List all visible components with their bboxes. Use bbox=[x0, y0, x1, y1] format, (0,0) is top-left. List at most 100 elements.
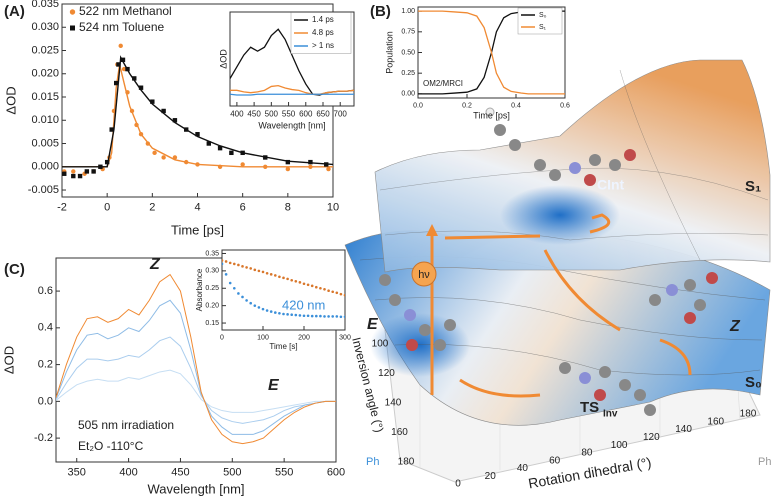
rotation-tick-label: 180 bbox=[740, 409, 757, 420]
point bbox=[323, 288, 326, 291]
x-axis-label: Wavelength [nm] bbox=[258, 120, 325, 130]
y-tick-label: 0.015 bbox=[31, 91, 59, 103]
x-tick-label: 600 bbox=[299, 110, 313, 119]
point bbox=[145, 141, 151, 146]
point bbox=[302, 282, 306, 286]
plot-area bbox=[221, 249, 346, 331]
point bbox=[282, 276, 285, 280]
y-tick-label: 0.020 bbox=[31, 68, 59, 80]
point bbox=[335, 315, 339, 318]
annotation: 505 nm irradiation bbox=[78, 418, 174, 432]
y-axis-label: Population bbox=[384, 31, 394, 74]
x-tick-label: 0.0 bbox=[413, 102, 423, 109]
point bbox=[319, 286, 322, 290]
point bbox=[237, 292, 240, 295]
point bbox=[263, 164, 268, 169]
molecule bbox=[649, 272, 718, 324]
y-tick-label: 0.000 bbox=[31, 161, 59, 173]
point bbox=[306, 283, 310, 287]
panel-label: (B) bbox=[370, 3, 391, 20]
point bbox=[249, 301, 252, 305]
legend-swatch bbox=[69, 9, 76, 15]
point bbox=[228, 281, 232, 285]
inversion-tick-label: 120 bbox=[378, 368, 395, 379]
point bbox=[109, 127, 114, 132]
point bbox=[125, 66, 130, 72]
plot-data bbox=[230, 28, 354, 96]
point bbox=[339, 315, 343, 319]
point bbox=[138, 132, 144, 137]
point bbox=[323, 315, 326, 318]
legend-label: 522 nm Methanol bbox=[79, 4, 172, 18]
plot-data bbox=[62, 43, 333, 179]
ph-label: Ph bbox=[758, 456, 771, 468]
point bbox=[62, 171, 67, 176]
point bbox=[278, 275, 281, 279]
point bbox=[240, 162, 245, 167]
legend-label: 4.8 ps bbox=[312, 28, 334, 37]
point bbox=[134, 122, 139, 128]
x-tick-label: 350 bbox=[68, 467, 86, 479]
point bbox=[224, 260, 228, 263]
annotation: E bbox=[268, 377, 280, 394]
point bbox=[184, 159, 189, 165]
x-tick-label: 0 bbox=[220, 334, 224, 341]
point bbox=[233, 286, 236, 290]
y-tick-label: 0.25 bbox=[205, 285, 219, 292]
legend-label: S₁ bbox=[539, 24, 547, 31]
chart: 0 100 200 300 0.15 0.20 0.25 0.30 0.35 Time [s] Ab… bbox=[195, 249, 351, 351]
point bbox=[327, 315, 330, 318]
y-tick-label: 0.35 bbox=[205, 250, 219, 257]
line bbox=[418, 10, 565, 95]
rotation-tick-label: 100 bbox=[611, 440, 628, 451]
point bbox=[217, 164, 223, 169]
y-tick-label: 0.0 bbox=[38, 395, 53, 407]
rotation-tick-label: 120 bbox=[643, 432, 660, 443]
point bbox=[319, 314, 322, 318]
point bbox=[282, 312, 285, 316]
rotation-tick-label: 140 bbox=[675, 424, 692, 435]
point bbox=[310, 284, 314, 288]
x-tick-label: 550 bbox=[282, 110, 296, 119]
y-axis-label: Absorbance bbox=[195, 268, 204, 311]
e-label: E bbox=[367, 316, 379, 333]
point bbox=[228, 261, 232, 265]
point bbox=[229, 150, 234, 156]
x-axis-label: Time [ps] bbox=[473, 110, 510, 120]
point bbox=[121, 66, 127, 72]
point bbox=[195, 162, 200, 167]
point bbox=[217, 145, 223, 151]
point bbox=[222, 262, 224, 266]
point bbox=[195, 132, 200, 137]
s1-contours bbox=[379, 69, 769, 261]
point bbox=[138, 85, 144, 90]
point bbox=[222, 259, 224, 262]
point bbox=[294, 280, 298, 283]
rotation-tick-label: 60 bbox=[549, 455, 561, 466]
curved-arrow bbox=[659, 338, 692, 376]
chart: 400 450 500 550 600 650 700 Wavelength [nm] ΔOD 1… bbox=[218, 11, 355, 130]
rotation-tick-label: 40 bbox=[517, 463, 529, 474]
point bbox=[331, 315, 335, 318]
x-tick-label: 700 bbox=[334, 110, 348, 119]
x-tick-label: 0.4 bbox=[511, 102, 521, 109]
x-tick-label: 4 bbox=[194, 202, 200, 214]
legend-label: 524 nm Toluene bbox=[79, 20, 165, 34]
point bbox=[274, 274, 277, 277]
line bbox=[56, 273, 336, 445]
point bbox=[184, 127, 189, 132]
point bbox=[343, 315, 345, 319]
y-axis-label: ΔOD bbox=[218, 49, 228, 69]
point bbox=[152, 150, 157, 156]
point bbox=[224, 273, 228, 276]
arrow-head bbox=[426, 224, 438, 236]
point bbox=[335, 291, 339, 295]
molecule bbox=[559, 362, 656, 416]
y-tick-label: -0.005 bbox=[28, 184, 59, 196]
inversion-tick-label: 160 bbox=[391, 427, 408, 438]
panel-label: (C) bbox=[4, 261, 25, 278]
rotation-tick-label: 0 bbox=[455, 479, 461, 490]
y-axis-label: ΔOD bbox=[3, 86, 18, 114]
